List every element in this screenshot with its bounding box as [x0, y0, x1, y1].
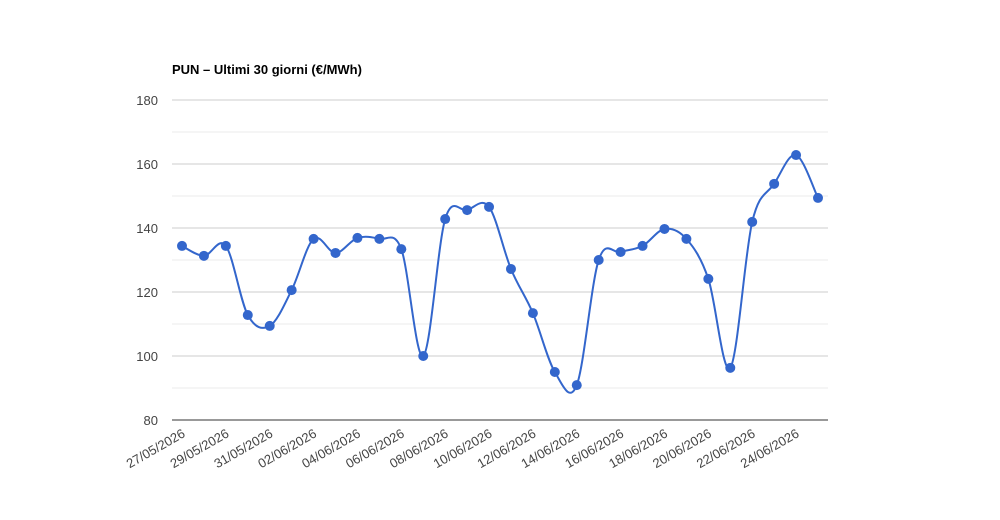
point: [659, 223, 670, 234]
point: [593, 255, 604, 265]
point: [813, 192, 823, 203]
point: [615, 247, 626, 257]
point: [747, 216, 758, 227]
y-tick-label: 180: [136, 93, 158, 108]
point: [374, 233, 385, 244]
point: [505, 263, 516, 274]
y-tick-label: 160: [136, 157, 158, 172]
y-tick-label: 120: [136, 285, 158, 300]
point: [242, 310, 253, 321]
point: [791, 150, 802, 161]
point: [440, 214, 451, 225]
point: [286, 285, 297, 296]
point: [571, 380, 582, 391]
point: [703, 273, 714, 284]
point: [177, 240, 187, 251]
point: [418, 351, 429, 361]
y-tick-label: 80: [144, 413, 158, 428]
point: [396, 244, 407, 255]
point: [681, 233, 692, 244]
point: [462, 205, 473, 216]
point: [527, 308, 538, 319]
point: [549, 367, 560, 377]
point: [769, 178, 780, 189]
point: [725, 362, 736, 373]
point: [352, 232, 363, 243]
point: [637, 240, 648, 251]
y-tick-label: 100: [136, 349, 158, 364]
point: [308, 233, 319, 244]
point: [484, 201, 495, 212]
y-tick-label: 140: [136, 221, 158, 236]
point: [264, 320, 275, 331]
chart-title: PUN – Ultimi 30 giorni (€/MWh): [172, 62, 362, 77]
point: [198, 250, 209, 261]
point: [330, 247, 341, 258]
point: [220, 240, 231, 251]
